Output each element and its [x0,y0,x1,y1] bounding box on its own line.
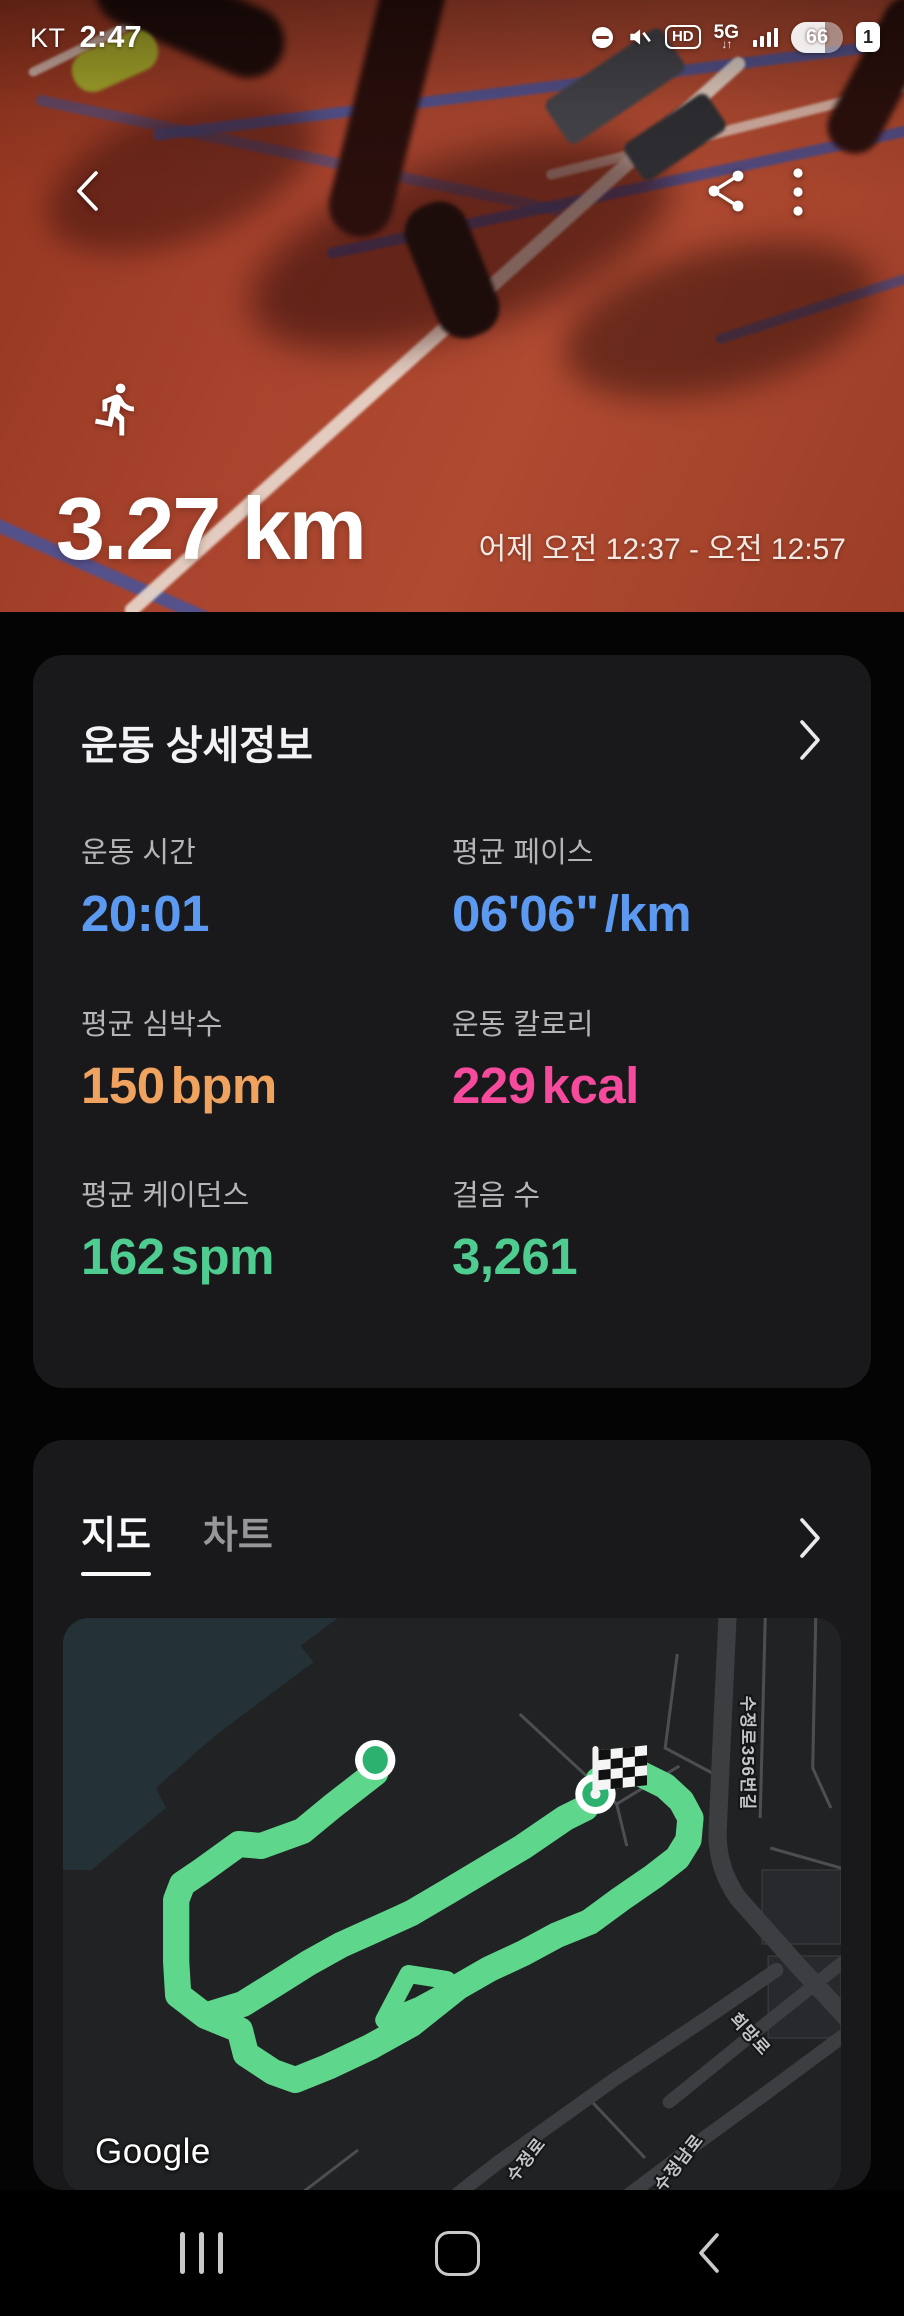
signal-strength-icon [752,25,778,49]
map-card: 지도 차트 [33,1440,871,2194]
route-finish-marker [575,1745,648,1814]
back-arrow-icon[interactable] [70,166,106,216]
hero-nav-row [0,160,904,224]
tab-chart[interactable]: 차트 [202,1515,273,1557]
map-major-roads [448,1618,841,2194]
back-icon[interactable] [664,2190,754,2316]
street-label: 수정로356번길 [738,1696,758,1811]
mute-icon [626,24,652,50]
home-icon[interactable] [412,2190,502,2316]
map-terrain-park [63,1618,338,1870]
workout-details-card[interactable]: 운동 상세정보 운동 시간 20:01 평균 페이스 06'06"/km 평균 … [33,655,871,1388]
chevron-right-icon[interactable] [797,1514,823,1567]
metric-average-pace: 평균 페이스 06'06"/km [452,837,692,942]
google-maps-attribution: Google [95,2132,211,2171]
route-map[interactable]: 수정로356번길 희망로 수정로 수정남로 [63,1618,841,2194]
street-label: 수정남로 [651,2131,707,2194]
hd-voice-badge: HD [664,25,701,49]
distance-value: 3.27 km [56,479,367,578]
session-time-range: 어제 오전 12:37 - 오전 12:57 [478,533,846,566]
tab-map[interactable]: 지도 [81,1504,151,1576]
status-icons: HD 5G ↓↑ 66 1 [591,21,880,53]
metrics-grid: 운동 시간 20:01 평균 페이스 06'06"/km 평균 심박수 150 b… [81,829,823,1284]
battery-fill-level [791,21,826,53]
status-bar: KT 2:47 HD 5G ↓↑ 66 [0,0,904,74]
checkered-flag-icon [598,1745,648,1791]
active-tab-underline [81,1572,151,1576]
details-card-header: 운동 상세정보 [81,713,823,771]
metric-calories: 운동 칼로리 229 kcal [452,1008,639,1114]
metric-duration: 운동 시간 20:01 [81,837,209,942]
share-icon[interactable] [705,168,747,214]
carrier-label: KT [30,23,66,53]
chevron-right-icon[interactable] [797,716,823,769]
distance-row: 3.27 km 어제 오전 12:37 - 오전 12:57 [0,485,904,574]
metric-average-cadence: 평균 케이던스 162 spm [81,1180,274,1286]
metric-step-count: 걸음 수 3,261 [452,1180,578,1286]
running-person-icon [88,378,146,445]
status-left: KT 2:47 [30,19,142,55]
recents-icon[interactable] [156,2190,246,2316]
more-menu-icon[interactable] [792,166,804,218]
status-clock: 2:47 [79,19,142,54]
route-start-marker [355,1740,396,1780]
map-card-header: 지도 차트 [63,1504,841,1576]
map-canvas: 수정로356번길 희망로 수정로 수정남로 [63,1618,841,2194]
map-chart-tabs: 지도 차트 [81,1504,273,1576]
metric-average-heart-rate: 평균 심박수 150 bpm [81,1008,277,1114]
do-not-disturb-icon [591,26,613,48]
hero-photo-track: KT 2:47 HD 5G ↓↑ 66 [0,0,904,612]
sim-badge: 1 [856,22,880,52]
android-nav-bar [0,2190,904,2316]
5g-network-badge: 5G ↓↑ [713,21,739,51]
hero-top-scrim [0,0,904,612]
route-path [163,1758,704,2093]
details-card-title: 운동 상세정보 [81,724,313,768]
battery-pill: 66 [791,21,843,53]
